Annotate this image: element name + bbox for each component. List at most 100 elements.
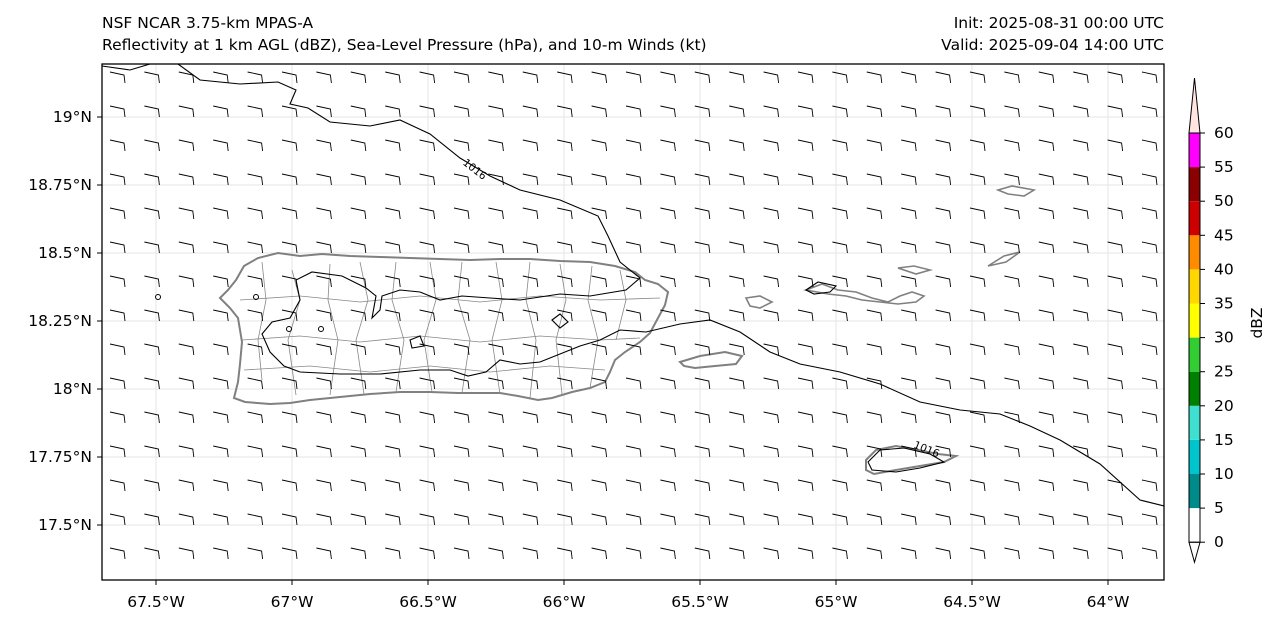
wind-barb: [1004, 547, 1020, 560]
colorbar-swatch: [1189, 439, 1200, 474]
wind-barb: [729, 343, 745, 356]
wind-barb: [729, 207, 745, 220]
wind-barb: [901, 105, 917, 118]
wind-barb: [1004, 479, 1020, 492]
wind-barb: [385, 71, 401, 84]
wind-barb: [969, 479, 986, 492]
wind-barb: [488, 582, 503, 593]
wind-barb: [144, 377, 160, 390]
wind-barb: [178, 105, 195, 118]
colorbar-swatch: [1189, 201, 1200, 236]
wind-barb: [625, 173, 642, 186]
wind-barb: [488, 479, 504, 492]
wind-barb: [1073, 241, 1089, 254]
wind-barb: [522, 173, 539, 186]
wind-barb: [1038, 207, 1055, 220]
wind-barb: [1141, 343, 1158, 356]
wind-barb: [316, 207, 332, 220]
wind-barb: [866, 207, 883, 220]
wind-barb: [764, 582, 779, 593]
wind-barb: [935, 275, 952, 288]
wind-barb: [660, 377, 676, 390]
wind-barb: [350, 479, 367, 492]
wind-barb: [591, 71, 608, 84]
wind-barb: [144, 479, 160, 492]
wind-barb: [247, 377, 264, 390]
wind-barb: [419, 479, 436, 492]
latitude-ticks: 19°N 18.75°N 18.5°N 18.25°N 18°N 17.75°N 17.5°…: [28, 108, 102, 534]
wind-barb: [591, 173, 608, 186]
wind-barb: [281, 343, 298, 356]
wind-barb: [625, 105, 642, 118]
wind-barb: [419, 309, 436, 322]
lat-tick-label: 18.5°N: [38, 244, 92, 262]
wind-barb: [625, 207, 642, 220]
wind-barb: [1039, 582, 1054, 593]
wind-barb: [281, 105, 298, 118]
colorbar: 0 5 10 15 20 25 30 35 40 45 50 55 60: [1188, 77, 1234, 565]
wind-barb: [901, 513, 917, 526]
longitude-ticks: 67.5°W 67°W 66.5°W 66°W 65.5°W 65°W 64.5°W 64°W: [127, 580, 1129, 611]
wind-barb: [213, 241, 229, 254]
wind-barb: [144, 275, 160, 288]
wind-barb: [1038, 241, 1055, 254]
wind-barb: [316, 343, 332, 356]
wind-barb: [1073, 582, 1088, 593]
wind-barb: [488, 139, 504, 152]
wind-barb: [1107, 513, 1124, 526]
lat-tick-label: 18.25°N: [28, 312, 92, 330]
wind-barb: [178, 173, 195, 186]
wind-barb: [969, 411, 986, 424]
wind-barb: [729, 445, 745, 458]
wind-barb: [522, 377, 539, 390]
wind-barb: [1107, 71, 1124, 84]
wind-barb: [247, 547, 264, 560]
wind-barb: [350, 173, 367, 186]
wind-barb: [247, 105, 264, 118]
wind-barb: [350, 241, 367, 254]
wind-barb: [350, 513, 367, 526]
wind-barb: [144, 139, 160, 152]
wind-barb: [281, 309, 298, 322]
wind-barb: [523, 582, 538, 593]
wind-barb: [591, 547, 608, 560]
wind-barb: [625, 445, 642, 458]
wind-barb: [247, 309, 264, 322]
wind-barb: [729, 513, 745, 526]
wind-barb: [419, 71, 436, 84]
wind-barb: [591, 105, 608, 118]
wind-barb: [178, 343, 195, 356]
wind-barb: [969, 173, 986, 186]
wind-barb: [1038, 173, 1055, 186]
wind-barb: [591, 411, 608, 424]
wind-barb: [488, 445, 504, 458]
wind-barb: [557, 411, 573, 424]
wind-barb: [522, 207, 539, 220]
wind-barb: [797, 445, 814, 458]
wind-barb: [901, 479, 917, 492]
wind-barb: [213, 411, 229, 424]
wind-barb: [729, 71, 745, 84]
wind-barb: [695, 582, 710, 593]
wind-barb: [1004, 71, 1020, 84]
wind-barb: [213, 173, 229, 186]
wind-barb: [453, 71, 470, 84]
wind-barb: [866, 513, 883, 526]
wind-barb: [694, 343, 711, 356]
wind-barb: [1004, 173, 1020, 186]
wind-barb: [385, 309, 401, 322]
wind-barb: [144, 411, 160, 424]
wind-barb: [969, 547, 986, 560]
wind-barb: [281, 241, 298, 254]
wind-barb: [178, 547, 195, 560]
wind-barb: [522, 139, 539, 152]
wind-barb: [488, 513, 504, 526]
wind-barb: [1107, 139, 1124, 152]
wind-barb: [694, 105, 711, 118]
wind-barb: [1073, 411, 1089, 424]
small-contour: [286, 326, 292, 332]
wind-barb: [660, 479, 676, 492]
wind-barb: [626, 582, 641, 593]
wind-barb: [660, 582, 675, 593]
colorbar-tick-label: 25: [1214, 363, 1234, 381]
